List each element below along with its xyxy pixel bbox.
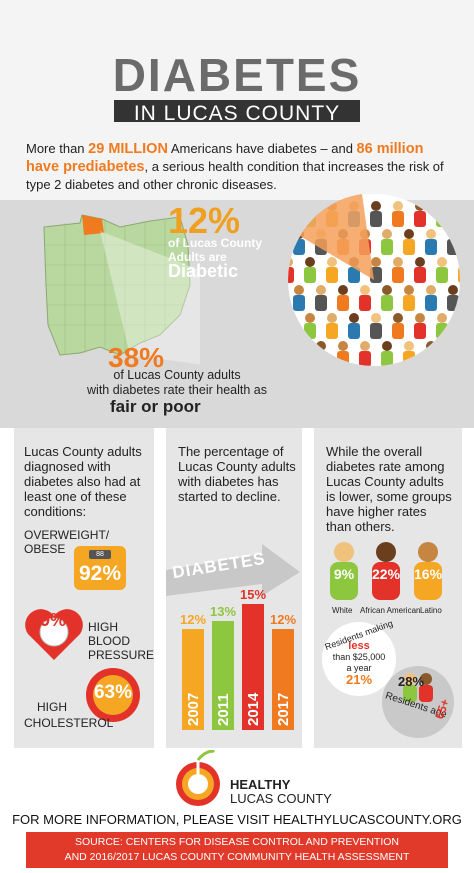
income-circle xyxy=(322,622,396,696)
trend-bar-2017 xyxy=(272,629,294,730)
intro-text: More than 29 MILLION Americans have diab… xyxy=(0,122,474,200)
blood-pressure-label: HIGH BLOOD PRESSURE xyxy=(88,620,154,662)
adults-diabetic-text: of Lucas County Adults are xyxy=(168,236,262,264)
bp-label-line3: PRESSURE xyxy=(88,648,155,662)
adults-diabetic-line2: Adults are xyxy=(168,250,227,264)
adults-diabetic-line1: of Lucas County xyxy=(168,236,263,250)
fair-poor-text: of Lucas County adults with diabetes rat… xyxy=(62,368,292,398)
logo-text-lucas-county: LUCAS COUNTY xyxy=(230,791,332,806)
income-line3: than $25,000 xyxy=(332,652,386,662)
trend-bar-year-2017: 2017 xyxy=(275,692,292,726)
decline-arrow-icon xyxy=(166,544,300,596)
scale-icon: 88 92% xyxy=(74,546,126,590)
source-line2: AND 2016/2017 LUCAS COUNTY COMMUNITY HEA… xyxy=(64,851,410,863)
intro-part1: More than xyxy=(26,141,89,156)
fair-poor-line3: fair or poor xyxy=(110,397,201,416)
overweight-percent: 92% xyxy=(78,562,122,585)
age-circle xyxy=(382,666,454,738)
conditions-intro: Lucas County adults diagnosed with diabe… xyxy=(24,444,142,519)
intro-part2: Americans have diabetes – and xyxy=(167,141,357,156)
groups-intro: While the overall diabetes rate among Lu… xyxy=(326,444,452,534)
age-percent: 28% xyxy=(398,674,425,689)
intro-highlight-29m: 29 MILLION xyxy=(88,141,168,157)
trend-bar-2007 xyxy=(182,629,204,730)
trend-bar-year-2007: 2007 xyxy=(185,692,202,726)
african-american-label: African American xyxy=(360,606,421,615)
white-label: White xyxy=(332,606,353,615)
logo-area xyxy=(0,748,474,824)
fair-poor-line1: of Lucas County adults xyxy=(113,368,241,382)
white-percent: 9% xyxy=(333,566,355,582)
ohio-map-icon xyxy=(43,214,200,365)
trend-bar-year-2011: 2011 xyxy=(215,693,232,726)
trend-bar-pct-2014: 15% xyxy=(239,587,267,602)
logo-text-healthy: HEALTHY xyxy=(230,777,291,792)
trend-bar-pct-2011: 13% xyxy=(209,604,237,619)
overweight-label: OVERWEIGHT/ OBESE xyxy=(24,528,109,556)
intro-part3: , a serious health condition that increa… xyxy=(26,159,444,192)
fair-poor-percent: 38% xyxy=(108,342,165,373)
overweight-label-line2: OBESE xyxy=(24,542,66,556)
source-banner: SOURCE: CENTERS FOR DISEASE CONTROL AND … xyxy=(26,832,448,868)
scale-display: 88 xyxy=(89,550,111,559)
trend-bar-2011 xyxy=(212,621,234,730)
latino-percent: 16% xyxy=(414,566,443,582)
more-info-link[interactable]: FOR MORE INFORMATION, PLEASE VISIT HEALT… xyxy=(12,812,462,827)
bp-label-line2: BLOOD xyxy=(88,634,131,648)
trend-intro: The percentage of Lucas County adults wi… xyxy=(178,444,296,504)
blood-pressure-percent: 79% xyxy=(30,610,67,630)
income-line2: less xyxy=(348,640,370,652)
page-title: DIABETES xyxy=(112,49,362,101)
source-line1: SOURCE: CENTERS FOR DISEASE CONTROL AND … xyxy=(75,836,399,848)
chol-label-line1: HIGH xyxy=(37,700,67,714)
trend-bar-pct-2007: 12% xyxy=(179,612,207,627)
cholesterol-label: HIGH xyxy=(24,700,80,714)
bp-label-line1: HIGH xyxy=(88,620,118,634)
latino-label: Latino xyxy=(420,606,442,615)
income-percent: 21% xyxy=(345,672,373,687)
chol-label-line2: CHOLESTEROL xyxy=(24,716,114,730)
cholesterol-percent: 63% xyxy=(93,682,133,703)
adults-diabetic-percent: 12% xyxy=(168,200,241,241)
trend-bar-year-2014: 2014 xyxy=(245,692,262,726)
adults-diabetic-line3: Diabetic xyxy=(168,261,239,281)
trend-bar-pct-2017: 12% xyxy=(269,612,297,627)
heart-icon xyxy=(25,609,83,660)
income-text: Residents making less than $25,000 a yea… xyxy=(322,618,396,687)
healthy-lucas-apple-logo xyxy=(176,750,220,806)
trend-bar-2014 xyxy=(242,604,264,730)
intro-highlight-86m: 86 million have prediabetes xyxy=(26,141,424,175)
ethnic-groups-illustration xyxy=(330,542,442,600)
african-american-percent: 22% xyxy=(372,566,401,582)
income-line4: a year xyxy=(346,663,372,673)
fair-poor-line2: with diabetes rate their health as xyxy=(87,383,267,397)
overweight-label-line1: OVERWEIGHT/ xyxy=(24,528,110,542)
cholesterol-icon xyxy=(86,668,140,722)
crowd-illustration xyxy=(288,194,460,366)
seniors-icon xyxy=(403,673,433,702)
